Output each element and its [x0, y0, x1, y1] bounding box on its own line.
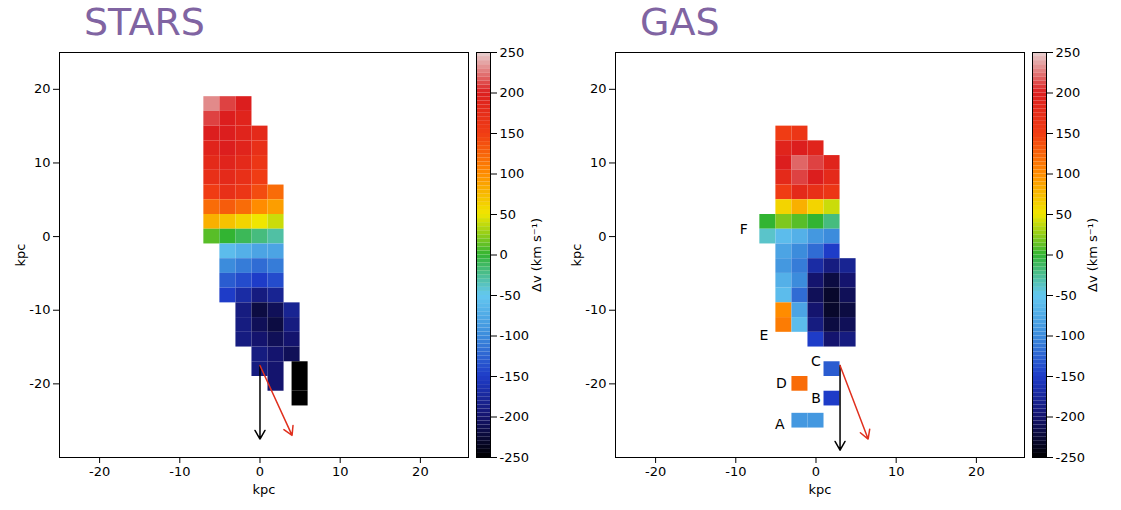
svg-text:kpc: kpc — [13, 244, 28, 267]
svg-text:20: 20 — [968, 464, 985, 479]
svg-text:20: 20 — [34, 81, 51, 96]
svg-text:-10: -10 — [169, 464, 190, 479]
svg-text:10: 10 — [332, 464, 349, 479]
svg-text:-250: -250 — [500, 450, 530, 465]
svg-text:B: B — [811, 390, 821, 406]
svg-text:10: 10 — [888, 464, 905, 479]
svg-text:F: F — [740, 221, 748, 237]
svg-text:-250: -250 — [1056, 450, 1086, 465]
svg-text:D: D — [776, 375, 787, 391]
svg-text:10: 10 — [34, 155, 51, 170]
svg-text:Δv (km s⁻¹): Δv (km s⁻¹) — [1085, 218, 1100, 292]
svg-text:0: 0 — [42, 229, 50, 244]
svg-text:-50: -50 — [500, 288, 521, 303]
svg-text:-20: -20 — [89, 464, 110, 479]
svg-text:50: 50 — [1056, 207, 1073, 222]
svg-text:150: 150 — [500, 126, 525, 141]
svg-text:-50: -50 — [1056, 288, 1077, 303]
svg-text:E: E — [759, 327, 768, 343]
svg-text:200: 200 — [1056, 85, 1081, 100]
svg-text:-150: -150 — [500, 369, 530, 384]
svg-text:C: C — [811, 353, 821, 369]
svg-text:-150: -150 — [1056, 369, 1086, 384]
svg-text:200: 200 — [500, 85, 525, 100]
svg-text:0: 0 — [500, 247, 508, 262]
html-text:GAS: GAS — [640, 0, 720, 44]
svg-text:250: 250 — [1056, 45, 1081, 60]
svg-text:A: A — [775, 416, 785, 432]
html-text:STARS: STARS — [84, 0, 205, 44]
svg-text:250: 250 — [500, 45, 525, 60]
svg-text:-10: -10 — [725, 464, 746, 479]
svg-text:-100: -100 — [500, 328, 530, 343]
svg-text:150: 150 — [1056, 126, 1081, 141]
svg-text:-200: -200 — [500, 409, 530, 424]
svg-text:100: 100 — [500, 166, 525, 181]
svg-text:kpc: kpc — [253, 482, 276, 497]
svg-text:-20: -20 — [645, 464, 666, 479]
svg-text:0: 0 — [812, 464, 820, 479]
svg-text:0: 0 — [598, 229, 606, 244]
svg-text:-100: -100 — [1056, 328, 1086, 343]
svg-text:-200: -200 — [1056, 409, 1086, 424]
svg-text:-10: -10 — [29, 302, 50, 317]
svg-text:50: 50 — [500, 207, 517, 222]
svg-text:20: 20 — [412, 464, 429, 479]
svg-text:kpc: kpc — [569, 244, 584, 267]
svg-text:20: 20 — [590, 81, 607, 96]
svg-text:-20: -20 — [29, 376, 50, 391]
svg-text:kpc: kpc — [809, 482, 832, 497]
svg-text:-10: -10 — [585, 302, 606, 317]
svg-text:Δv (km s⁻¹): Δv (km s⁻¹) — [529, 218, 544, 292]
svg-text:10: 10 — [590, 155, 607, 170]
svg-text:0: 0 — [256, 464, 264, 479]
svg-text:0: 0 — [1056, 247, 1064, 262]
svg-text:-20: -20 — [585, 376, 606, 391]
svg-text:100: 100 — [1056, 166, 1081, 181]
